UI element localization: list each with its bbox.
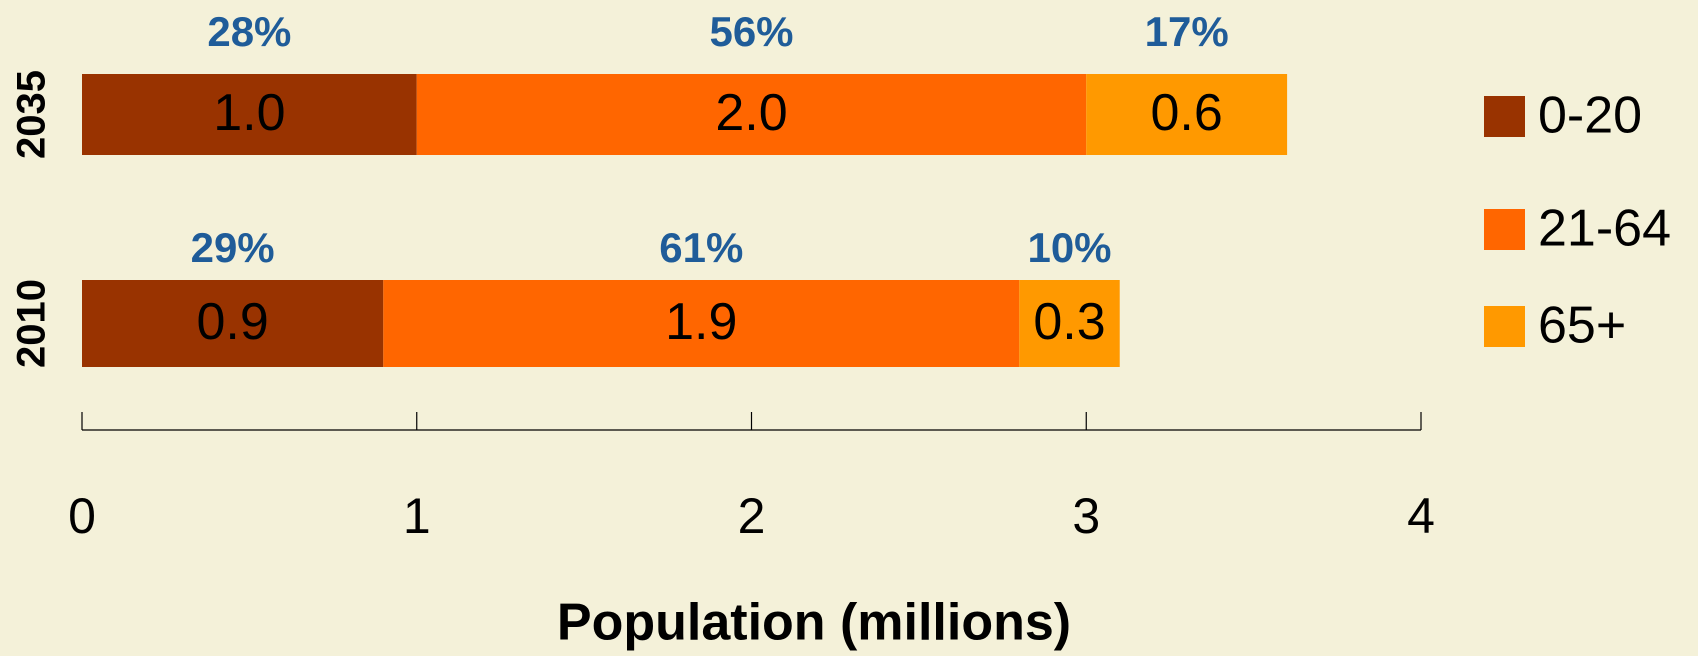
- value-label: 1.0: [213, 84, 285, 142]
- category-label: 2010: [10, 279, 54, 368]
- legend-label: 65+: [1538, 297, 1626, 355]
- percent-label: 61%: [659, 224, 743, 271]
- x-tick-label: 1: [403, 488, 431, 544]
- legend-swatch: [1484, 306, 1525, 347]
- legend-swatch: [1484, 96, 1525, 137]
- bar-segment: [1019, 280, 1120, 367]
- bar-segment: [82, 74, 417, 155]
- value-label: 0.6: [1151, 84, 1223, 142]
- x-tick-label: 4: [1407, 488, 1435, 544]
- category-label: 2035: [10, 70, 54, 159]
- legend-label: 0-20: [1538, 87, 1642, 145]
- percent-label: 28%: [207, 8, 291, 55]
- x-tick-label: 0: [68, 488, 96, 544]
- percent-label: 29%: [191, 224, 275, 271]
- percent-label: 17%: [1145, 8, 1229, 55]
- value-label: 0.3: [1033, 293, 1105, 351]
- legend-label: 21-64: [1538, 200, 1671, 258]
- bar-segment: [416, 74, 1087, 155]
- percent-label: 10%: [1027, 224, 1111, 271]
- value-label: 0.9: [196, 293, 268, 351]
- value-label: 1.9: [665, 293, 737, 351]
- bar-segment: [1086, 74, 1288, 155]
- percent-label: 56%: [709, 8, 793, 55]
- x-tick-label: 2: [738, 488, 766, 544]
- value-label: 2.0: [715, 84, 787, 142]
- x-tick-label: 3: [1072, 488, 1100, 544]
- bar-segment: [82, 280, 384, 367]
- bar-segment: [383, 280, 1020, 367]
- legend-swatch: [1484, 209, 1525, 250]
- x-axis-title: Population (millions): [557, 594, 1071, 652]
